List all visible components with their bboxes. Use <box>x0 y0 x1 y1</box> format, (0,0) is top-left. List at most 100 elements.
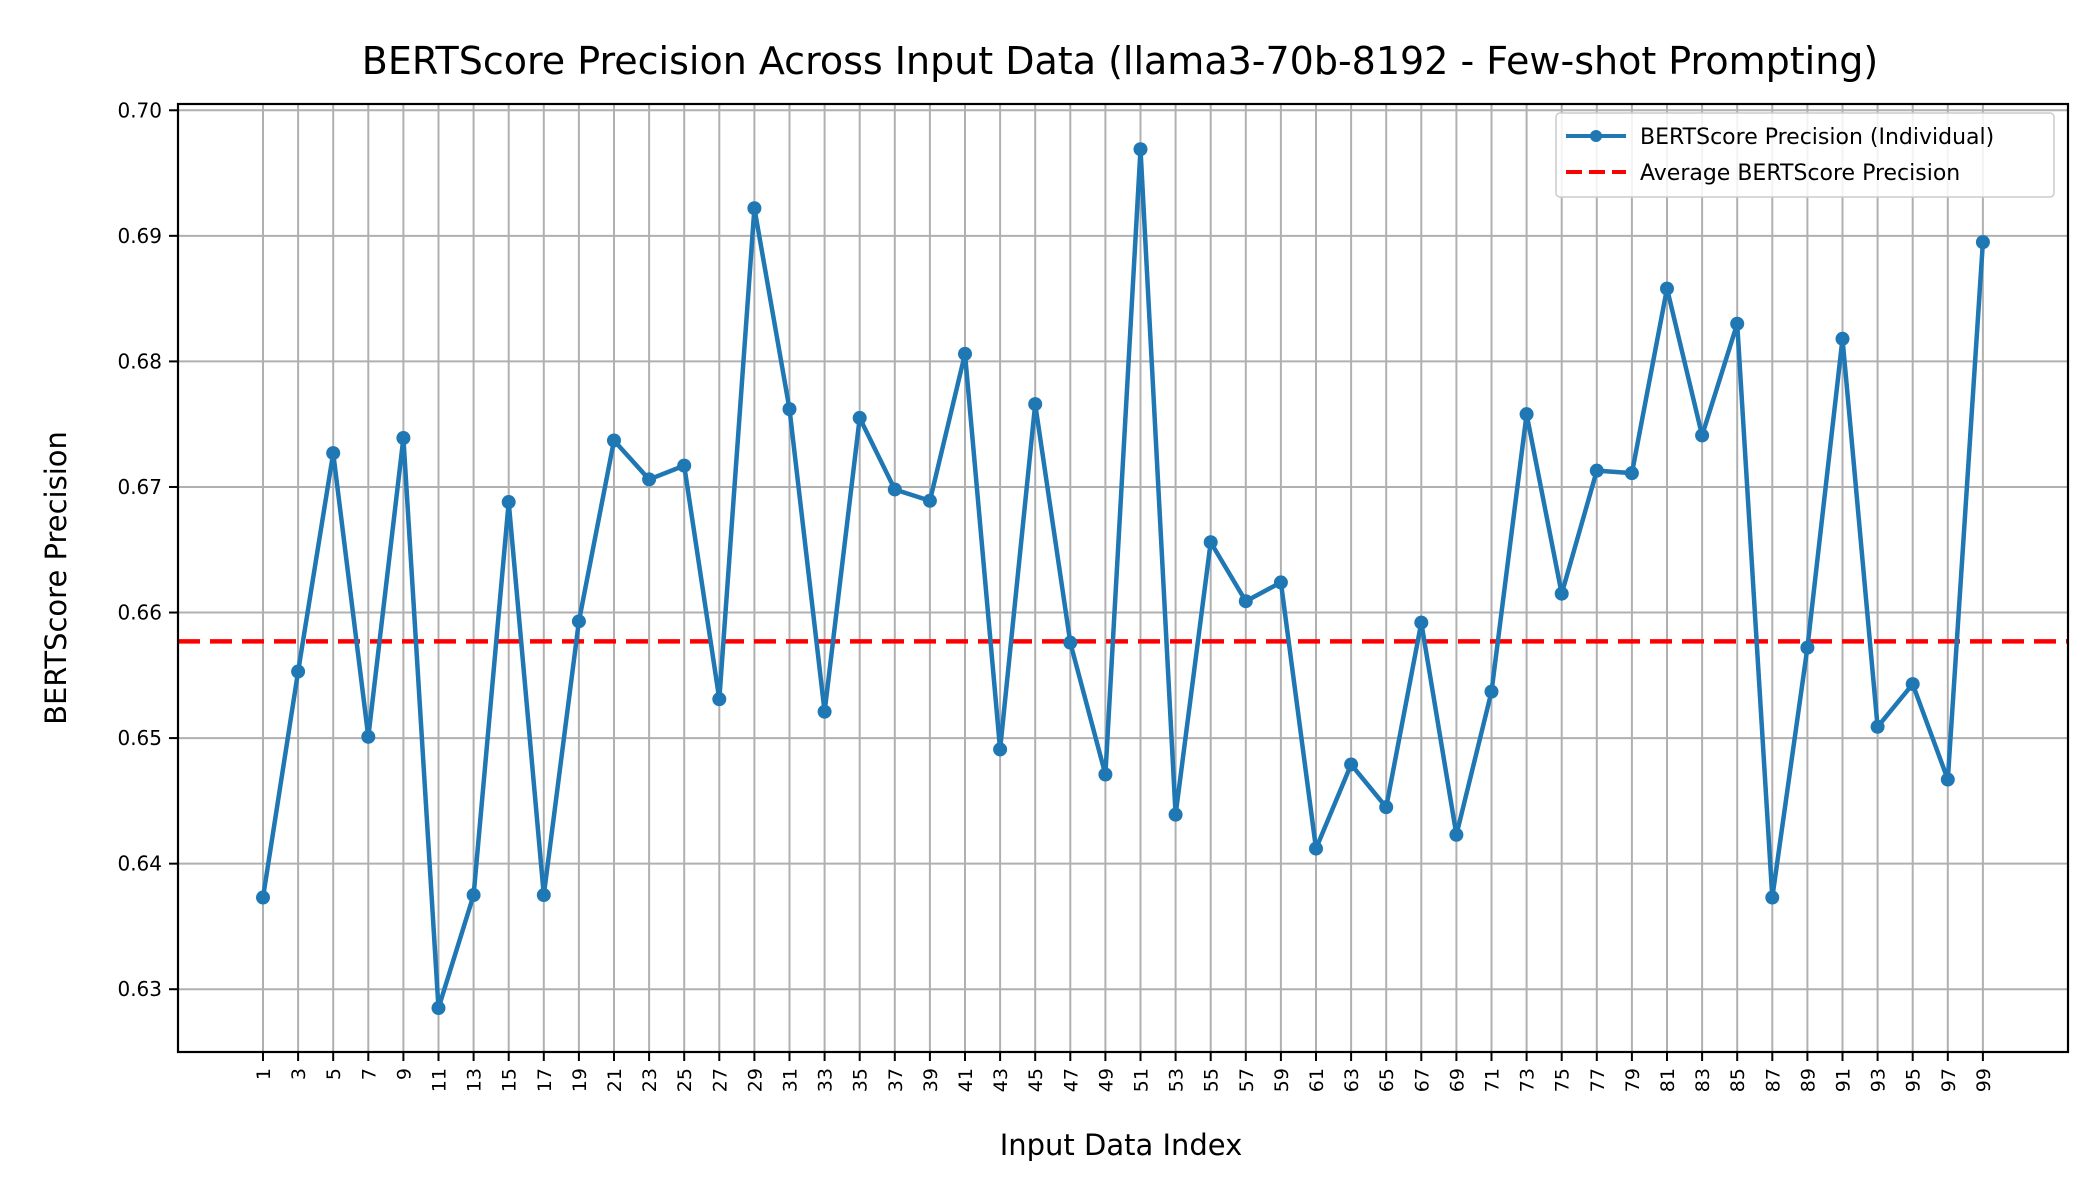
x-tick-label: 5 <box>323 1068 345 1080</box>
x-tick-label: 83 <box>1692 1068 1714 1092</box>
x-tick-label: 29 <box>744 1068 766 1092</box>
x-tick-label: 77 <box>1587 1068 1609 1092</box>
data-point <box>852 410 867 425</box>
x-tick-label: 15 <box>499 1068 521 1092</box>
x-tick-label: 81 <box>1657 1068 1679 1092</box>
x-tick-label: 93 <box>1868 1068 1890 1092</box>
y-tick-label: 0.69 <box>117 224 162 248</box>
data-point <box>1133 142 1148 157</box>
x-tick-label: 31 <box>780 1068 802 1092</box>
data-point <box>361 729 376 744</box>
data-point <box>431 1001 446 1016</box>
x-tick-label: 37 <box>885 1068 907 1092</box>
legend-label-average: Average BERTScore Precision <box>1640 161 1960 186</box>
x-tick-label: 95 <box>1903 1068 1925 1092</box>
x-tick-label: 89 <box>1797 1068 1819 1092</box>
data-point <box>1589 463 1604 478</box>
x-tick-label: 43 <box>990 1068 1012 1092</box>
x-tick-label: 23 <box>639 1068 661 1092</box>
data-point <box>1203 535 1218 550</box>
x-tick-label: 69 <box>1446 1068 1468 1092</box>
data-point <box>1344 757 1359 772</box>
data-point <box>993 742 1008 757</box>
data-point <box>1765 890 1780 905</box>
x-tick-label: 9 <box>393 1068 415 1080</box>
data-point <box>1660 281 1674 296</box>
data-point <box>1168 807 1183 822</box>
x-tick-label: 17 <box>534 1068 556 1092</box>
x-tick-label: 39 <box>920 1068 942 1092</box>
x-tick-label: 33 <box>815 1068 837 1092</box>
data-point <box>571 614 586 629</box>
x-tick-label: 7 <box>358 1068 380 1080</box>
y-tick-label: 0.64 <box>117 852 162 876</box>
x-tick-label: 65 <box>1376 1068 1398 1092</box>
data-point <box>677 458 692 473</box>
series-layer <box>256 142 1990 1016</box>
x-tick-label: 25 <box>674 1068 696 1092</box>
legend-box <box>1555 112 2055 198</box>
x-tick-label: 97 <box>1938 1068 1960 1092</box>
data-point <box>1484 684 1499 699</box>
y-tick-label: 0.63 <box>117 977 162 1001</box>
data-point <box>1870 719 1885 734</box>
data-point <box>817 704 832 719</box>
y-tick-label: 0.70 <box>117 98 162 122</box>
y-tick-label: 0.68 <box>117 349 162 373</box>
data-point <box>922 493 937 508</box>
x-tick-label: 1 <box>253 1068 275 1080</box>
x-axis-ticks: 1 3 5 7 9 11 13 15 17 19 21 23 25 27 29 31 33 35 37 39 41 43 4… <box>253 1052 1995 1092</box>
data-point <box>1940 772 1955 787</box>
data-point <box>501 495 516 510</box>
x-tick-label: 85 <box>1727 1068 1749 1092</box>
chart-title: BERTScore Precision Across Input Data (l… <box>362 39 1878 83</box>
data-point <box>1063 635 1078 650</box>
data-point <box>887 482 902 497</box>
x-tick-label: 67 <box>1411 1068 1433 1092</box>
data-point <box>747 201 762 216</box>
y-tick-label: 0.65 <box>117 726 162 750</box>
data-point <box>256 890 270 905</box>
x-tick-label: 35 <box>850 1068 872 1092</box>
x-tick-label: 59 <box>1271 1068 1293 1092</box>
x-tick-label: 55 <box>1201 1068 1223 1092</box>
data-point <box>607 433 621 448</box>
data-point <box>642 472 657 487</box>
x-tick-label: 75 <box>1552 1068 1574 1092</box>
legend: BERTScore Precision (Individual) Average… <box>1555 112 2055 198</box>
x-tick-label: 53 <box>1166 1068 1188 1092</box>
plot-frame <box>176 102 2070 1054</box>
series-line-individual <box>260 146 1986 1011</box>
data-point <box>1238 594 1253 609</box>
x-tick-label: 71 <box>1482 1068 1504 1092</box>
y-tick-label: 0.67 <box>117 475 162 499</box>
x-tick-label: 73 <box>1517 1068 1539 1092</box>
x-tick-label: 49 <box>1095 1068 1117 1092</box>
data-point <box>1695 428 1710 443</box>
data-point <box>1309 841 1323 856</box>
legend-label-individual: BERTScore Precision (Individual) <box>1640 125 1994 150</box>
data-point <box>1414 615 1429 630</box>
y-axis-ticks: 0.63 0.64 0.65 0.66 0.67 0.68 0.69 0.70 <box>117 98 178 1001</box>
x-tick-label: 61 <box>1306 1068 1328 1092</box>
x-tick-label: 63 <box>1341 1068 1363 1092</box>
x-tick-label: 79 <box>1622 1068 1644 1092</box>
data-point <box>291 664 306 679</box>
data-point <box>1379 800 1394 815</box>
x-tick-label: 13 <box>464 1068 486 1092</box>
data-point <box>1519 407 1534 422</box>
x-axis-label: Input Data Index <box>1000 1128 1243 1162</box>
x-tick-label: 19 <box>569 1068 591 1092</box>
x-tick-label: 41 <box>955 1068 977 1092</box>
data-point <box>1800 640 1815 655</box>
legend-marker-individual <box>1590 130 1602 142</box>
x-tick-label: 3 <box>288 1068 310 1080</box>
data-point <box>1975 235 1990 250</box>
data-point <box>958 346 972 361</box>
data-point <box>712 692 727 707</box>
data-point <box>1624 466 1639 481</box>
data-point <box>1449 827 1464 842</box>
data-point <box>1098 767 1113 782</box>
y-axis-label: BERTScore Precision <box>39 431 73 725</box>
